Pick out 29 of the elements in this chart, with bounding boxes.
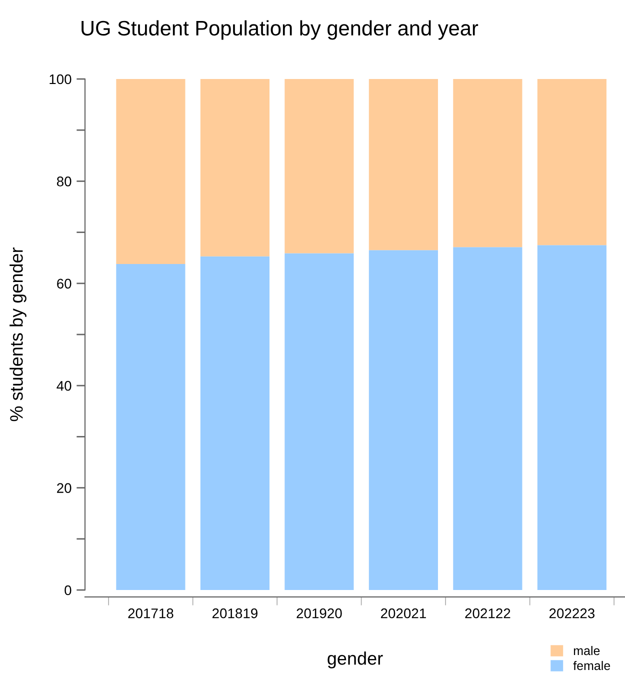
bar (453, 79, 522, 248)
bar (537, 79, 606, 246)
y-tick-label: 40 (56, 380, 72, 391)
y-axis-title: % students by gender (10, 247, 26, 422)
y-tick-label: 100 (50, 74, 72, 84)
x-tick-label: 202021 (380, 608, 426, 618)
x-tick-label: 201819 (212, 608, 258, 618)
bar (368, 79, 438, 250)
legend-label: male (574, 646, 600, 656)
y-tick-label: 80 (56, 176, 72, 186)
bar (284, 79, 354, 254)
bar (200, 79, 270, 256)
x-tick-label: 202122 (465, 608, 510, 618)
bar (116, 79, 186, 264)
bar (368, 250, 438, 590)
bar (537, 245, 606, 590)
bar (200, 256, 270, 590)
bar (453, 247, 522, 590)
x-axis-title: gender (328, 652, 383, 668)
chart-title: UG Student Population by gender and year (82, 20, 478, 40)
bar (116, 264, 186, 590)
y-tick-label: 0 (64, 585, 72, 596)
bar (284, 253, 354, 590)
x-tick-label: 201718 (128, 608, 174, 618)
x-tick-label: 202223 (549, 608, 594, 618)
y-tick-label: 20 (57, 483, 72, 493)
x-tick-label: 201920 (296, 608, 342, 618)
legend-label: female (573, 660, 610, 670)
y-tick-label: 60 (57, 278, 72, 289)
